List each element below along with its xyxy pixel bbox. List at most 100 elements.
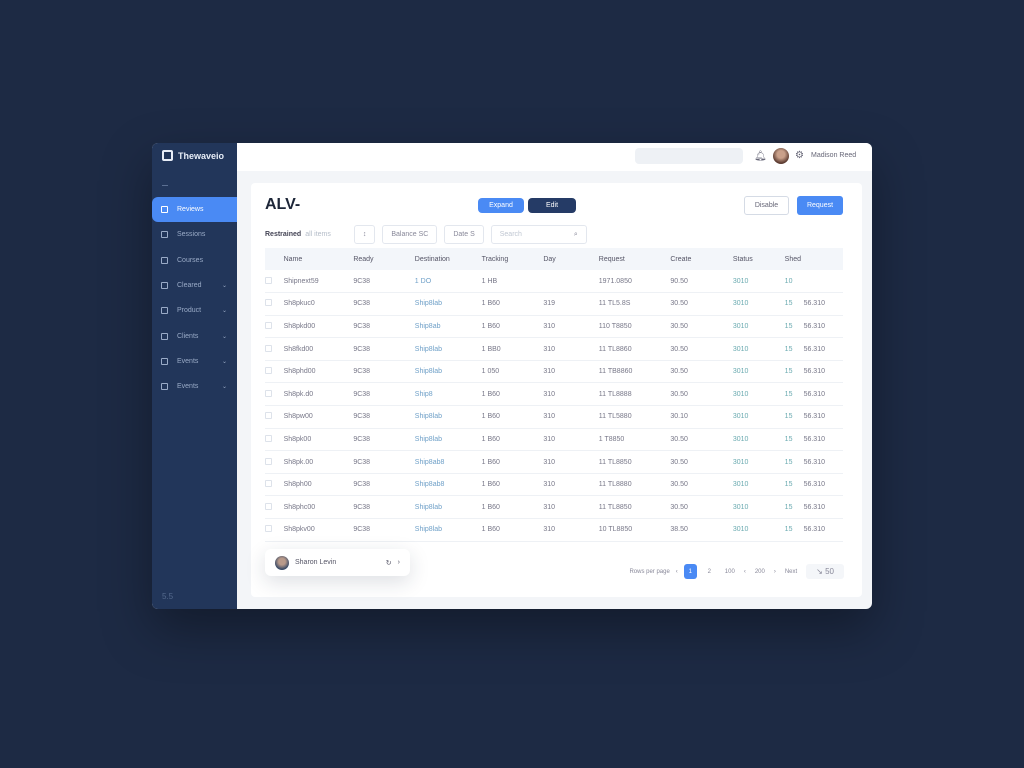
row-checkbox-cell — [265, 315, 284, 339]
sidebar-item-4[interactable]: Product ⌄ — [152, 298, 237, 323]
row-checkbox[interactable] — [265, 434, 272, 442]
table-row[interactable]: Sh8pkd00 9C38 Ship8ab 1 B60 310 110 T8850 30.5… — [265, 315, 843, 339]
next-button[interactable]: Next — [784, 568, 798, 575]
row-checkbox[interactable] — [265, 412, 272, 420]
user-name[interactable]: Madison Reed — [811, 152, 857, 159]
table-cell[interactable]: Ship8ab — [414, 315, 482, 339]
table-row[interactable]: Sh8ph00 9C38 Ship8ab8 1 B60 310 11 TL8880 30.5… — [265, 473, 843, 497]
table-cell: 15 — [784, 382, 804, 407]
table-cell: 56.310 — [803, 428, 843, 452]
table-cell[interactable]: Ship8lab — [414, 428, 482, 452]
disable-button[interactable]: Disable — [744, 196, 789, 215]
edit-button[interactable]: Edit — [528, 198, 576, 213]
bell-icon[interactable]: 🔔︎ — [754, 151, 767, 162]
avatar[interactable] — [773, 148, 789, 164]
sidebar-item-5[interactable]: Clients ⌄ — [152, 323, 237, 348]
expand-button[interactable]: Expand — [478, 198, 524, 213]
table-row[interactable]: Sh8pkv00 9C38 Ship8lab 1 B60 310 10 TL8850 38.… — [265, 518, 843, 542]
row-checkbox[interactable] — [265, 389, 272, 397]
search-input[interactable]: Search ⌕ — [490, 225, 587, 244]
sidebar-item-6[interactable]: Events ⌄ — [152, 349, 237, 374]
gear-icon[interactable]: ⚙ — [795, 150, 804, 161]
column-header[interactable] — [803, 248, 843, 270]
user-popover[interactable]: Sharon Levin ↻ › — [265, 549, 410, 576]
table-cell[interactable]: Ship8 — [414, 382, 482, 407]
sidebar-item-7[interactable]: Events ⌄ — [152, 374, 237, 399]
row-checkbox[interactable] — [265, 299, 272, 307]
table-cell: 310 — [543, 360, 599, 384]
sidebar-item-1[interactable]: Sessions — [152, 222, 237, 247]
column-header[interactable]: Name — [283, 248, 354, 270]
table-cell[interactable]: Ship8lab — [414, 495, 482, 520]
request-button[interactable]: Request — [797, 196, 843, 215]
column-header[interactable]: Destination — [414, 248, 482, 270]
table-row[interactable]: Sh8phc00 9C38 Ship8lab 1 B60 310 11 TL8850 30.… — [265, 495, 843, 520]
table-cell — [803, 270, 843, 294]
table-cell: 110 T8850 — [598, 315, 671, 339]
table-cell: 3010 — [732, 473, 785, 497]
table-cell[interactable]: Ship8lab — [414, 405, 482, 429]
table-cell: 15 — [784, 473, 804, 497]
table-cell[interactable]: Ship8lab — [414, 337, 482, 361]
table-cell[interactable]: Ship8lab — [414, 360, 482, 384]
row-checkbox[interactable] — [265, 480, 272, 488]
app-name: Thewaveio — [178, 150, 225, 161]
table-cell[interactable]: Ship8ab8 — [414, 450, 482, 474]
column-header[interactable]: Request — [598, 248, 671, 270]
sidebar-item-0[interactable]: Reviews — [152, 197, 237, 223]
table-row[interactable]: Sh8fkd00 9C38 Ship8lab 1 BB0 310 11 TL8860 30.… — [265, 337, 843, 361]
sidebar-item-label: Product — [177, 307, 202, 315]
column-header[interactable]: Shed — [784, 248, 804, 270]
chevron-down-icon: ⌄ — [221, 283, 227, 290]
table-cell: 310 — [543, 428, 599, 452]
table-row[interactable]: Sh8pk.00 9C38 Ship8ab8 1 B60 310 11 TL8850 30.… — [265, 450, 843, 474]
status-filter[interactable]: Balance SC — [382, 225, 438, 244]
table-cell: 56.310 — [803, 315, 843, 339]
table-row[interactable]: Sh8pk00 9C38 Ship8lab 1 B60 310 1 T8850 30.50 3… — [265, 428, 843, 452]
table-cell: 3010 — [732, 518, 785, 542]
table-row[interactable]: Sh8pk.d0 9C38 Ship8 1 B60 310 11 TL8888 30.50 3… — [265, 382, 843, 407]
jump-button[interactable]: ↘ 50 — [806, 564, 844, 579]
page-2[interactable]: 2 — [707, 568, 711, 575]
chevron-down-icon: ⌄ — [221, 358, 227, 365]
table-row[interactable]: Sh8pkuc0 9C38 Ship8lab 1 B60 319 11 TL5.8S 30.… — [265, 292, 843, 316]
table-cell: 9C38 — [353, 405, 415, 429]
row-checkbox[interactable] — [265, 367, 272, 375]
chevron-right-icon[interactable]: › — [397, 559, 400, 566]
table-cell: Sh8pkuc0 — [283, 292, 354, 316]
column-header[interactable]: Day — [543, 248, 599, 270]
table-cell[interactable]: Ship8lab — [414, 292, 482, 316]
row-checkbox[interactable] — [265, 276, 272, 284]
table-row[interactable]: Sh8phd00 9C38 Ship8lab 1 050 310 11 TB8860 30.… — [265, 360, 843, 384]
page-size-200[interactable]: 200 — [754, 568, 765, 575]
column-header[interactable]: Ready — [353, 248, 415, 270]
sort-button[interactable]: ↕ — [353, 225, 376, 244]
row-checkbox[interactable] — [265, 321, 272, 329]
column-header[interactable]: Create — [670, 248, 733, 270]
row-checkbox[interactable] — [265, 344, 272, 352]
row-checkbox[interactable] — [265, 457, 272, 465]
row-checkbox[interactable] — [265, 502, 272, 510]
table-cell: 56.310 — [803, 337, 843, 361]
column-header[interactable]: Tracking — [481, 248, 544, 270]
prev-icon[interactable]: ‹ — [675, 568, 678, 575]
column-header[interactable]: Status — [732, 248, 785, 270]
table-cell[interactable]: 1 DO — [414, 270, 482, 294]
sidebar-item-2[interactable]: Courses — [152, 248, 237, 273]
table-row[interactable]: Sh8pw00 9C38 Ship8lab 1 B60 310 11 TL5880 30.1… — [265, 405, 843, 429]
global-search-input[interactable] — [635, 148, 743, 164]
table-cell: 90.50 — [670, 270, 733, 294]
sidebar-item-3[interactable]: Cleared ⌄ — [152, 273, 237, 298]
table-row[interactable]: Shipnext59 9C38 1 DO 1 HB 1971.0850 90.50 3010… — [265, 270, 843, 294]
page-size-100[interactable]: 100 — [724, 568, 735, 575]
refresh-icon[interactable]: ↻ — [385, 559, 392, 567]
table-cell[interactable]: Ship8lab — [414, 518, 482, 542]
page-1[interactable]: 1 — [683, 564, 697, 579]
row-checkbox[interactable] — [265, 525, 272, 533]
row-checkbox-cell — [265, 450, 284, 474]
date-filter[interactable]: Date S — [444, 225, 484, 244]
table-cell: 3010 — [732, 315, 785, 339]
table-cell: Sh8phc00 — [283, 495, 354, 520]
table-cell: 30.50 — [670, 315, 733, 339]
table-cell[interactable]: Ship8ab8 — [414, 473, 482, 497]
